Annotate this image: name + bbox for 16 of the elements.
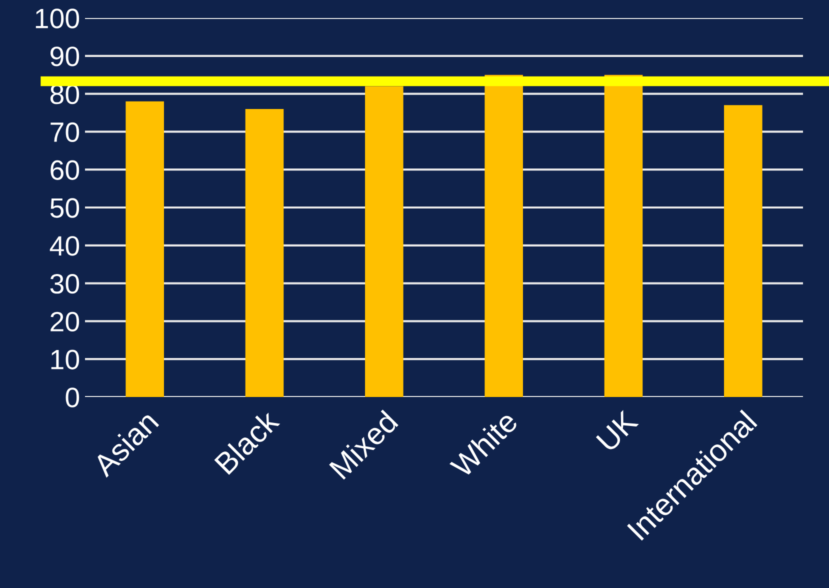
y-tick-label: 0 bbox=[66, 388, 80, 408]
y-tick-label: 90 bbox=[50, 46, 80, 66]
bar bbox=[604, 74, 643, 397]
y-tick-label: 100 bbox=[36, 8, 80, 28]
bar bbox=[365, 86, 404, 397]
bar bbox=[245, 108, 284, 397]
bar bbox=[126, 101, 164, 397]
bar bbox=[484, 74, 523, 397]
y-tick-label: 50 bbox=[50, 198, 80, 218]
y-tick-label: 60 bbox=[50, 160, 80, 180]
y-tick-label: 40 bbox=[50, 236, 80, 256]
y-tick-label: 10 bbox=[51, 350, 80, 370]
y-tick-label: 30 bbox=[50, 274, 80, 294]
bar bbox=[724, 105, 762, 397]
y-tick-label: 20 bbox=[50, 312, 80, 332]
y-tick-label: 70 bbox=[50, 122, 80, 142]
